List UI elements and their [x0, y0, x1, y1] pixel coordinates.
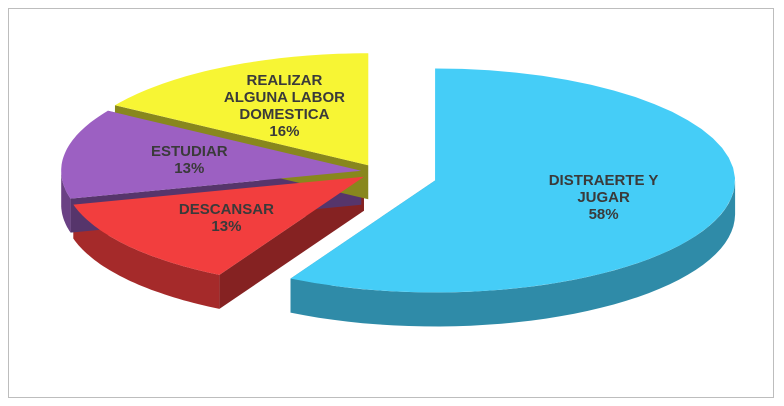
slice	[61, 110, 362, 199]
slice-side	[73, 204, 220, 309]
value-label: 16%	[269, 123, 300, 141]
category-label: DESCANSAR	[178, 200, 274, 218]
category-label: DISTRAERTE Y JUGAR	[548, 171, 659, 206]
slice-label: REALIZAR ALGUNA LABOR DOMESTICA 16%	[214, 72, 354, 140]
slice-label: DISTRAERTE Y JUGAR 58%	[534, 172, 674, 223]
chart-frame	[8, 8, 774, 398]
slice-side	[61, 170, 71, 233]
slice	[115, 53, 369, 166]
slice-label: DESCANSAR 13%	[156, 201, 296, 235]
category-label: ESTUDIAR	[150, 143, 228, 161]
slice	[73, 176, 364, 275]
slice-side	[290, 180, 736, 327]
value-label: 13%	[211, 217, 242, 235]
value-label: 58%	[588, 205, 619, 223]
category-label: REALIZAR ALGUNA LABOR DOMESTICA	[223, 72, 345, 124]
value-label: 13%	[174, 160, 205, 178]
slice	[290, 68, 735, 293]
slice-label: ESTUDIAR 13%	[119, 143, 259, 177]
